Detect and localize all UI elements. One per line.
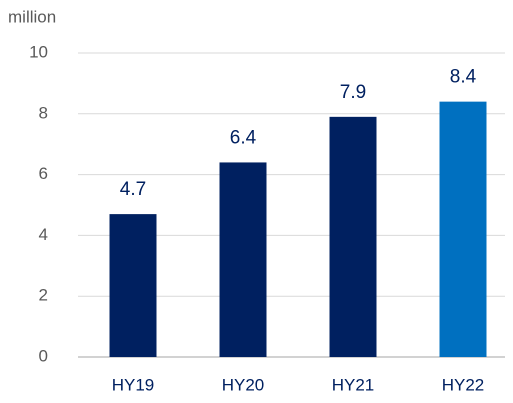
x-tick-label: HY21 [332, 375, 375, 394]
x-tick-label: HY22 [442, 375, 485, 394]
x-tick-label: HY20 [222, 375, 265, 394]
data-label: 6.4 [230, 127, 257, 148]
data-label: 4.7 [120, 179, 146, 200]
bar [439, 101, 487, 357]
y-tick-label: 6 [39, 164, 48, 183]
y-axis-label: million [8, 7, 56, 26]
y-tick-label: 10 [29, 42, 48, 61]
x-tick-label: HY19 [112, 375, 155, 394]
bar [109, 214, 157, 357]
y-tick-label: 0 [39, 346, 48, 365]
data-label: 7.9 [340, 82, 366, 103]
data-label: 8.4 [450, 67, 477, 88]
bar [219, 162, 267, 357]
bar [329, 116, 377, 357]
y-tick-label: 2 [39, 286, 48, 305]
y-tick-label: 4 [39, 225, 48, 244]
y-tick-label: 8 [39, 103, 48, 122]
